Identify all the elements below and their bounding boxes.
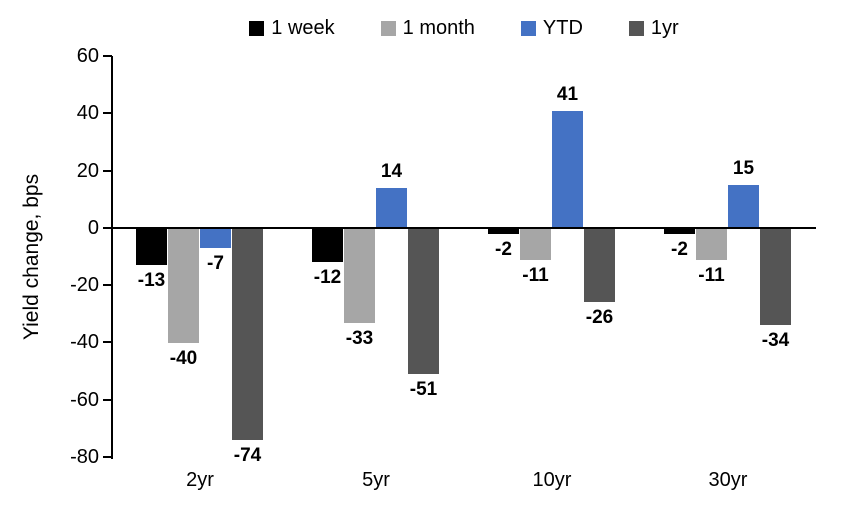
bar-30yr-1-week bbox=[664, 228, 695, 234]
legend-label: YTD bbox=[542, 17, 583, 39]
bar-value-label: -33 bbox=[345, 327, 374, 349]
legend-label: 1 month bbox=[402, 17, 475, 39]
legend-item: YTD bbox=[520, 16, 583, 40]
bar-value-label: -13 bbox=[137, 270, 166, 292]
y-axis-tick-label: 60 bbox=[76, 45, 99, 67]
x-axis-label-5yr: 5yr bbox=[362, 469, 390, 491]
bar-value-label: 15 bbox=[732, 158, 755, 180]
zero-baseline bbox=[111, 227, 816, 229]
y-axis-tick-mark bbox=[103, 55, 112, 57]
bar-value-label: 14 bbox=[380, 160, 403, 182]
x-axis-label-2yr: 2yr bbox=[186, 469, 214, 491]
bar-5yr-1yr bbox=[408, 228, 439, 375]
y-axis-line bbox=[111, 56, 113, 459]
y-axis-tick-mark bbox=[103, 112, 112, 115]
bar-value-label: -51 bbox=[409, 379, 438, 401]
legend-swatch-1-month bbox=[380, 20, 396, 36]
bar-value-label: -11 bbox=[698, 264, 725, 286]
y-axis-tick-label: -80 bbox=[70, 446, 99, 468]
bar-10yr-ytd bbox=[552, 110, 583, 228]
bar-2yr-1-month bbox=[168, 228, 199, 343]
bar-10yr-1-month bbox=[520, 228, 551, 260]
bar-value-label: -26 bbox=[585, 307, 614, 329]
y-axis-tick-mark bbox=[103, 398, 112, 401]
bar-value-label: -74 bbox=[233, 444, 262, 466]
bar-2yr-1-week bbox=[136, 228, 167, 266]
x-axis-label-10yr: 10yr bbox=[532, 469, 572, 491]
legend-label: 1yr bbox=[650, 17, 679, 39]
y-axis-tick-label: 20 bbox=[76, 159, 99, 182]
bar-10yr-1yr bbox=[584, 228, 615, 303]
bar-2yr-ytd bbox=[200, 228, 231, 249]
bar-5yr-ytd bbox=[376, 187, 407, 228]
legend-item: 1 month bbox=[380, 16, 475, 40]
bar-30yr-ytd bbox=[728, 185, 759, 228]
y-axis-tick-label: 40 bbox=[76, 102, 99, 125]
legend-label: 1 week bbox=[271, 17, 335, 39]
bar-value-label: -11 bbox=[522, 264, 549, 286]
y-axis-tick-label: -60 bbox=[70, 388, 99, 411]
y-axis-title: Yield change, bps bbox=[20, 173, 43, 341]
bar-value-label: -34 bbox=[761, 330, 790, 352]
legend-swatch-1-week bbox=[249, 20, 265, 36]
legend-swatch-1yr bbox=[628, 20, 644, 36]
bar-5yr-1-month bbox=[344, 228, 375, 323]
y-axis-tick-mark bbox=[103, 284, 112, 287]
legend-item: 1 week bbox=[249, 16, 335, 40]
bar-value-label: -2 bbox=[671, 238, 688, 260]
y-axis-tick-mark bbox=[103, 341, 112, 344]
y-axis-tick-label: -40 bbox=[70, 331, 99, 354]
y-axis-tick-mark bbox=[103, 169, 112, 172]
legend-item: 1yr bbox=[628, 16, 679, 40]
legend-swatch-ytd bbox=[520, 20, 536, 36]
bar-value-label: -7 bbox=[207, 253, 224, 275]
bar-10yr-1-week bbox=[488, 228, 519, 234]
y-axis-tick-mark bbox=[103, 456, 112, 458]
bar-5yr-1-week bbox=[312, 228, 343, 263]
y-axis-tick-label: 0 bbox=[87, 216, 99, 239]
bar-value-label: -40 bbox=[169, 347, 198, 369]
bar-value-label: -12 bbox=[313, 267, 342, 289]
bar-30yr-1yr bbox=[760, 228, 791, 326]
bar-value-label: 41 bbox=[556, 83, 579, 105]
x-axis-label-30yr: 30yr bbox=[708, 469, 748, 491]
bar-value-label: -2 bbox=[495, 238, 512, 260]
chart-legend: 1 week 1 month YTD 1yr bbox=[112, 14, 816, 42]
bar-2yr-1yr bbox=[232, 228, 263, 440]
y-axis-tick-mark bbox=[103, 226, 112, 229]
bar-30yr-1-month bbox=[696, 228, 727, 260]
y-axis-tick-label: -20 bbox=[70, 274, 99, 297]
